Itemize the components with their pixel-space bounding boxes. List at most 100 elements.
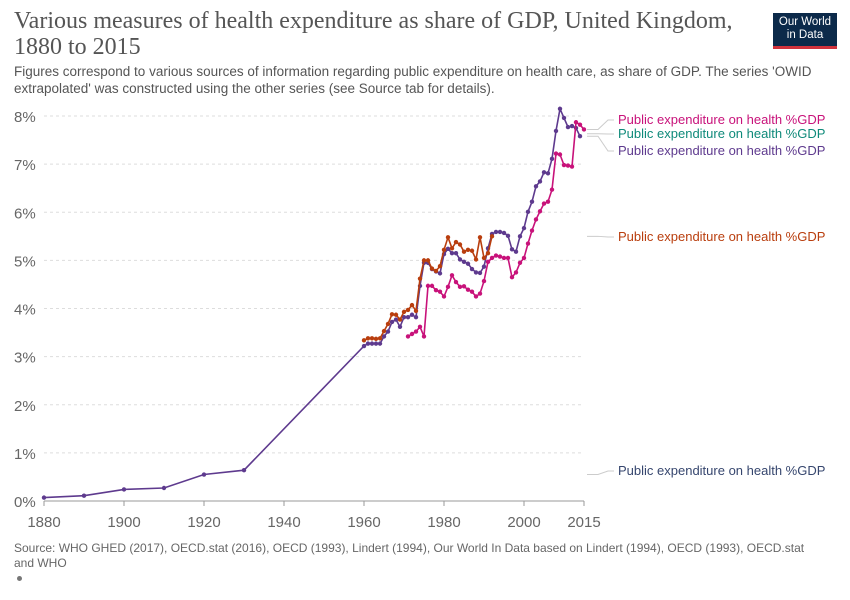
data-point [473,270,479,275]
data-point [509,275,515,280]
data-point [533,184,539,189]
data-point [457,284,463,290]
data-point [381,334,387,339]
data-point [373,341,379,346]
owid-logo[interactable]: Our World in Data [773,13,837,49]
legend-connector [587,235,614,238]
x-tick-label: 1940 [267,514,300,531]
data-point [401,309,407,315]
data-point [421,258,427,263]
data-point [453,279,459,285]
data-point [445,235,451,240]
data-point [541,201,547,206]
data-point [425,258,431,263]
data-point [465,261,471,266]
data-point [81,493,87,498]
x-tick-label: 1980 [427,514,460,531]
y-tick-label: 5% [14,253,36,270]
data-point [501,255,507,261]
data-point [533,217,539,222]
data-point [441,294,447,299]
data-point [361,338,367,343]
data-point [489,255,495,261]
data-point [361,343,367,349]
data-point [577,134,583,139]
legend-label: Public expenditure on health %GDP [618,143,825,158]
data-point [405,334,411,339]
y-tick-label: 6% [14,205,36,222]
data-point [577,122,583,127]
data-point [445,284,451,290]
data-point [537,209,543,214]
data-point [377,341,383,346]
data-point [421,334,427,339]
data-point [201,472,207,477]
data-point [457,242,463,247]
data-point [477,291,483,296]
y-tick-label: 4% [14,302,36,319]
data-point [433,268,439,274]
data-point [481,255,487,261]
data-point [377,336,383,341]
data-point [561,162,567,168]
data-point [477,270,483,276]
legend-connector [587,470,614,476]
data-point [405,314,411,320]
data-point [433,288,439,293]
data-point [405,307,411,313]
data-point [565,124,571,130]
data-point [441,247,447,252]
data-point [565,163,571,168]
data-point [393,312,399,317]
y-tick-label: 1% [14,446,36,463]
data-point [513,270,519,275]
data-point [477,235,483,240]
legend-label: Public expenditure on health %GDP [618,112,825,127]
data-point [557,152,563,157]
data-point [497,229,503,235]
data-point [429,266,435,271]
data-point [461,259,467,265]
x-tick-label: 2000 [507,514,540,531]
data-point [481,278,487,284]
chart-subtitle: Figures correspond to various sources of… [14,64,812,96]
data-point [469,248,475,253]
data-point [397,324,403,329]
data-point [525,241,531,246]
data-point [513,249,519,254]
data-point [437,271,443,276]
data-point [569,123,575,129]
x-tick-label: 1880 [27,514,60,531]
y-tick-label: 3% [14,350,36,367]
data-point [417,324,423,329]
data-point [457,257,463,262]
more-dot[interactable] [17,576,22,581]
data-point [493,253,499,258]
data-point [573,120,579,125]
data-point [389,319,395,325]
data-point [409,302,415,308]
source-note: Source: WHO GHED (2017), OECD.stat (2016… [14,541,805,570]
data-point [161,485,167,491]
data-point [413,314,419,320]
legend-label: Public expenditure on health %GDP [618,229,825,244]
data-point [369,341,375,346]
data-point [561,115,567,121]
data-point [473,257,479,262]
data-point [453,250,459,256]
data-point [525,209,531,214]
data-point [461,284,467,289]
data-point [381,328,387,334]
data-point [365,341,371,346]
data-point [485,259,491,265]
data-point [529,228,535,233]
data-point [489,234,495,239]
data-point [41,495,47,500]
legend-label: Public expenditure on health %GDP [618,463,825,478]
data-point [473,294,479,299]
x-tick-label: 1900 [107,514,140,531]
data-point [553,151,559,156]
logo-line-1: Our World [778,16,832,28]
data-point [413,308,419,314]
